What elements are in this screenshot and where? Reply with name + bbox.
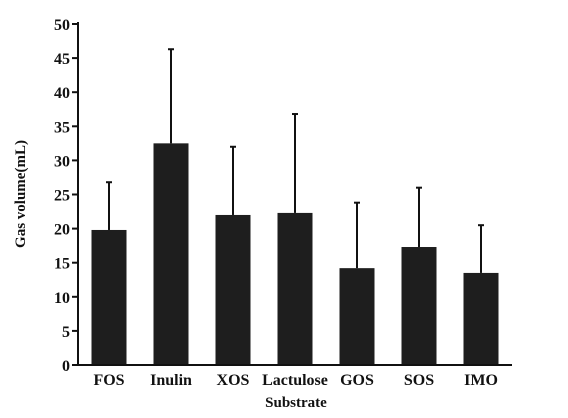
y-tick-label: 40	[54, 85, 70, 102]
x-tick-label: GOS	[340, 372, 374, 389]
y-tick-label: 30	[54, 153, 70, 170]
y-tick-label: 50	[54, 17, 70, 34]
y-tick-label: 35	[54, 119, 70, 136]
x-tick-labels-group: FOS Inulin XOS Lactulose GOS SOS IMO	[93, 372, 497, 389]
bar	[153, 143, 189, 365]
bar	[277, 212, 313, 365]
bar	[463, 272, 499, 365]
y-tick-label: 10	[54, 290, 70, 307]
x-tick-label: SOS	[404, 372, 434, 389]
bars-group	[91, 143, 499, 365]
x-tick-label: Lactulose	[262, 372, 328, 389]
bar	[339, 268, 375, 365]
y-tick-label: 45	[54, 51, 70, 68]
bar	[401, 247, 437, 365]
x-tick-label: IMO	[464, 372, 498, 389]
bar	[215, 214, 251, 365]
x-tick-label: FOS	[93, 372, 124, 389]
y-tick-label: 15	[54, 256, 70, 273]
error-bars-group	[106, 48, 484, 273]
y-tick-label: 20	[54, 222, 70, 239]
bar	[91, 229, 127, 365]
y-tick-label: 5	[62, 324, 70, 341]
y-ticks-group: 0 5 10 15 20 25 30 35 40 45 50	[54, 17, 78, 375]
x-tick-label: XOS	[217, 372, 250, 389]
y-tick-label: 25	[54, 188, 70, 205]
x-tick-label: Inulin	[150, 372, 192, 389]
x-axis-title: Substrate	[265, 395, 327, 411]
y-axis-title: Gas volume(mL)	[13, 140, 29, 248]
y-tick-label: 0	[62, 358, 70, 375]
